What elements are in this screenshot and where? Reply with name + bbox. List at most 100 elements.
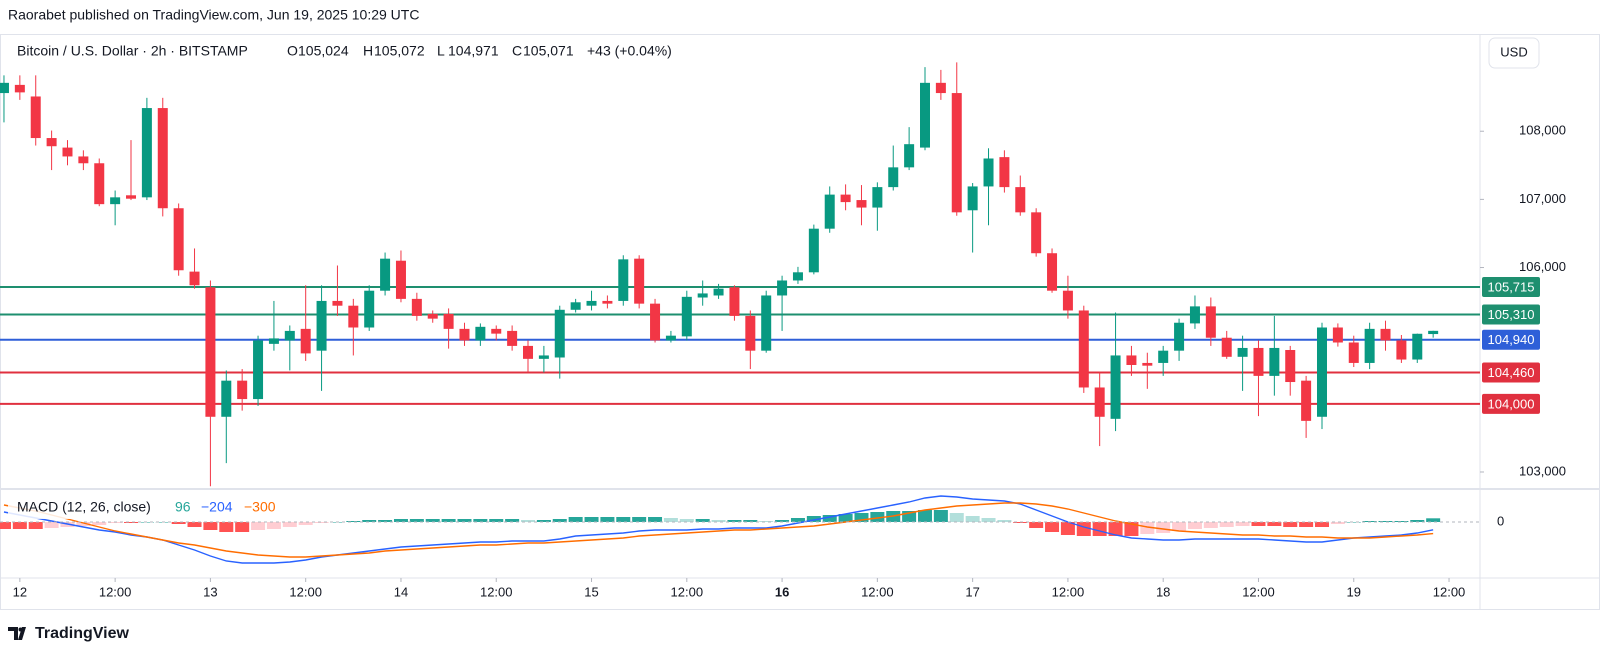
histogram-bar	[1172, 522, 1187, 531]
x-tick-label: 12:00	[861, 584, 894, 599]
candle-body	[221, 380, 232, 417]
candle-body	[1094, 387, 1105, 417]
histogram-bar	[219, 522, 234, 532]
x-tick-label: 12:00	[1433, 584, 1466, 599]
candle-body	[475, 326, 486, 341]
histogram-bar	[727, 520, 742, 522]
histogram-bar	[616, 517, 631, 522]
histogram-bar	[679, 519, 694, 522]
histogram-bar	[552, 519, 567, 522]
histogram-bar	[203, 522, 218, 530]
histogram-bar	[933, 510, 948, 522]
price-level-label: 104,940	[1488, 332, 1535, 347]
histogram-bar	[1219, 522, 1234, 527]
histogram-bar	[0, 522, 11, 529]
candle-body	[141, 108, 152, 198]
candle-body	[46, 138, 57, 147]
x-tick-label: 12:00	[99, 584, 132, 599]
candle-body	[316, 300, 327, 351]
histogram-bar	[711, 520, 726, 522]
histogram-bar	[489, 519, 504, 522]
price-plot	[0, 62, 1439, 487]
candle-body	[411, 298, 422, 316]
currency: USD	[1500, 44, 1527, 59]
candle-body	[808, 228, 819, 273]
histogram-bar	[1283, 522, 1298, 527]
candle-body	[634, 258, 645, 304]
candle-body	[284, 330, 295, 341]
x-tick-label: 13	[203, 584, 217, 599]
candle-body	[1047, 253, 1058, 291]
candle-body	[1031, 212, 1042, 254]
histogram-bar	[775, 520, 790, 522]
histogram-bar	[346, 521, 361, 522]
levels	[0, 285, 1480, 405]
price-level-badge	[1482, 304, 1540, 325]
candle-body	[1412, 333, 1423, 360]
candle-body	[1142, 362, 1153, 366]
candle-body	[173, 208, 184, 271]
candle-body	[618, 259, 629, 301]
histogram-bar	[1060, 522, 1075, 535]
histogram-bar	[632, 517, 647, 522]
currency-button[interactable]	[1488, 37, 1540, 69]
ohlc-key: C	[512, 43, 522, 59]
histogram-bar	[981, 518, 996, 522]
candle-body	[1332, 327, 1343, 343]
publish-header: Raorabet published on TradingView.com, J…	[8, 7, 419, 23]
candle-body	[729, 287, 740, 316]
histogram-bar	[790, 518, 805, 522]
candle-body	[78, 156, 89, 164]
x-tick-label: 18	[1156, 584, 1170, 599]
candle-body	[586, 300, 597, 306]
candle-body	[459, 328, 470, 341]
histogram-bar	[759, 521, 774, 522]
histogram-bar	[1299, 522, 1314, 527]
candle-body	[1253, 347, 1264, 376]
histogram-bar	[378, 520, 393, 522]
histogram-bar	[1156, 522, 1171, 533]
histogram-bar	[1029, 522, 1044, 528]
candle-body	[1205, 306, 1216, 338]
candle-body	[761, 295, 772, 351]
ohlc-value: 105,072	[374, 43, 425, 59]
candle-body	[792, 272, 803, 281]
candle-body	[1189, 306, 1200, 324]
histogram-bar	[965, 516, 980, 522]
histogram-bar	[600, 517, 615, 522]
symbol-title: Bitcoin / U.S. Dollar · 2h · BITSTAMP	[17, 43, 248, 59]
x-tick-label: 17	[965, 584, 979, 599]
candle-body	[110, 197, 121, 205]
histogram-bar	[838, 514, 853, 522]
x-tick-label: 12	[13, 584, 27, 599]
ohlc-value: 105,071	[523, 43, 574, 59]
histogram-bar	[584, 517, 599, 522]
candle-body	[348, 305, 359, 328]
ohlc-key: L	[437, 43, 445, 59]
x-tick-label: 12:00	[1052, 584, 1085, 599]
candle-body	[94, 163, 105, 205]
histogram-bar	[314, 522, 329, 523]
price-level-label: 105,310	[1488, 307, 1535, 322]
histogram-bar	[521, 520, 536, 522]
x-tick-label: 12:00	[289, 584, 322, 599]
histogram-bar	[473, 519, 488, 522]
histogram-bar	[266, 522, 281, 529]
candle-body	[1221, 337, 1232, 357]
candle-body	[205, 287, 216, 417]
candle-body	[332, 300, 343, 306]
histogram-bar	[806, 516, 821, 522]
candle-body	[745, 315, 756, 351]
macd-line	[3, 495, 1434, 564]
candle-body	[888, 167, 899, 188]
histogram-bar	[1187, 522, 1202, 529]
candle-body	[1015, 187, 1026, 213]
histogram-bar	[282, 522, 297, 527]
histogram-bar	[251, 522, 266, 530]
candle-body	[1158, 350, 1169, 363]
candle-body	[1269, 347, 1280, 376]
candle-body	[1301, 380, 1312, 421]
x-tick-label: 12:00	[480, 584, 513, 599]
ohlc-value: 104,971	[448, 43, 499, 59]
